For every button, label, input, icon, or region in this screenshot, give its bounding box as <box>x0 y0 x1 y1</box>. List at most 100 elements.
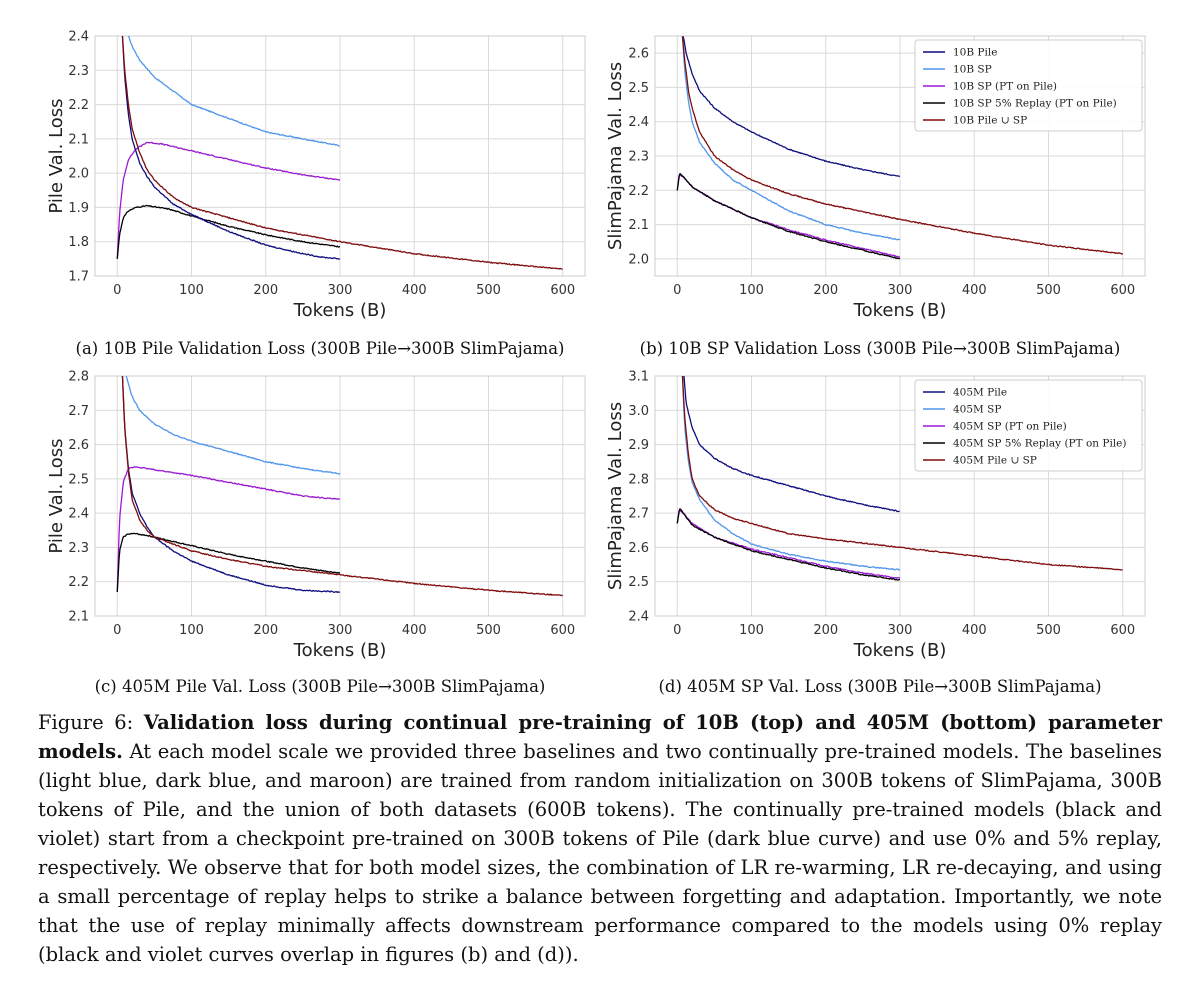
subcaption-a: (a) 10B Pile Validation Loss (300B Pile→… <box>75 339 565 358</box>
y-tick-label: 2.0 <box>68 167 89 182</box>
x-tick-label: 200 <box>813 283 838 298</box>
series-group <box>116 36 563 270</box>
series-line-sp <box>681 36 901 241</box>
x-tick-label: 600 <box>550 623 575 638</box>
plot-frame <box>94 375 586 617</box>
legend-label: 10B SP <box>953 64 992 76</box>
series-line-sp <box>125 376 341 475</box>
x-tick-label: 100 <box>179 623 204 638</box>
subcaption-d: (d) 405M SP Val. Loss (300B Pile→300B Sl… <box>658 677 1102 696</box>
legend-box <box>914 379 1143 472</box>
y-tick-label: 2.1 <box>628 218 649 233</box>
x-tick-label: 300 <box>888 283 913 298</box>
y-tick-label: 2.3 <box>68 541 89 556</box>
x-tick-label: 400 <box>962 283 987 298</box>
x-tick-label: 300 <box>888 623 913 638</box>
y-tick-label: 2.2 <box>68 98 89 113</box>
y-tick-label: 2.4 <box>628 610 649 625</box>
y-tick-label: 2.2 <box>628 184 649 199</box>
y-tick-label: 3.0 <box>628 404 649 419</box>
series-line-sp_pt <box>116 141 341 259</box>
series-group <box>676 376 1123 581</box>
chart-d: 0 100 200 300 400 500 600 2.4 2.5 2.6 2.7 2.8 2.9 3.0… <box>605 370 1146 661</box>
y-axis-label: SlimPajama Val. Loss <box>605 62 626 250</box>
series-line-replay <box>116 204 341 259</box>
series-line-pile <box>683 376 900 513</box>
series-line-sp_pt <box>116 466 341 593</box>
plot-frame <box>94 35 586 277</box>
x-tick-label: 0 <box>673 283 681 298</box>
y-tick-label: 1.7 <box>68 270 89 285</box>
series-line-sp <box>681 376 901 571</box>
x-tick-label: 400 <box>402 623 427 638</box>
panel-b: 0 100 200 300 400 500 600 2.0 2.1 2.2 2.3 2.4 2.5 2.6… <box>600 24 1160 324</box>
y-tick-label: 2.3 <box>628 150 649 165</box>
x-tick-label: 100 <box>179 283 204 298</box>
y-tick-label: 2.4 <box>68 30 89 45</box>
series-line-union <box>121 36 563 270</box>
x-tick-label: 500 <box>1036 623 1061 638</box>
x-tick-label: 600 <box>550 283 575 298</box>
x-tick-label: 100 <box>739 283 764 298</box>
y-tick-label: 2.2 <box>68 575 89 590</box>
legend-label: 10B SP 5% Replay (PT on Pile) <box>953 98 1117 110</box>
panel-d: 0 100 200 300 400 500 600 2.4 2.5 2.6 2.7 2.8 2.9 3.0… <box>600 364 1160 664</box>
x-tick-label: 300 <box>328 283 353 298</box>
panel-c: 0 100 200 300 400 500 600 2.1 2.2 2.3 2.4 2.5 2.6 2.7… <box>40 364 600 664</box>
y-tick-label: 2.7 <box>68 404 89 419</box>
x-tick-label: 400 <box>962 623 987 638</box>
x-tick-label: 0 <box>673 623 681 638</box>
y-tick-label: 2.9 <box>628 438 649 453</box>
figure-caption: Figure 6: Validation loss during continu… <box>38 708 1162 969</box>
y-tick-label: 2.8 <box>628 472 649 487</box>
legend-label: 405M SP (PT on Pile) <box>953 421 1067 433</box>
x-axis-label: Tokens (B) <box>853 640 947 661</box>
x-tick-label: 100 <box>739 623 764 638</box>
y-tick-label: 3.1 <box>628 370 649 385</box>
y-tick-label: 2.6 <box>68 438 89 453</box>
series-group <box>676 36 1123 260</box>
legend-label: 10B Pile ∪ SP <box>953 115 1027 127</box>
y-axis-label: Pile Val. Loss <box>46 438 67 553</box>
y-tick-label: 2.4 <box>628 115 649 130</box>
subcaption-b: (b) 10B SP Validation Loss (300B Pile→30… <box>639 339 1121 358</box>
y-tick-label: 2.7 <box>628 507 649 522</box>
legend-label: 405M SP 5% Replay (PT on Pile) <box>953 438 1126 450</box>
series-line-replay <box>116 532 341 593</box>
x-tick-label: 300 <box>328 623 353 638</box>
series-line-sp_pt <box>676 174 901 258</box>
figure-body-text: At each model scale we provided three ba… <box>38 740 1162 966</box>
y-tick-label: 2.4 <box>68 507 89 522</box>
panel-a: 0 100 200 300 400 500 600 1.7 1.8 1.9 2.0 2.1 2.2 2.3… <box>40 24 600 324</box>
y-tick-label: 2.3 <box>68 64 89 79</box>
y-tick-label: 2.5 <box>68 472 89 487</box>
y-tick-label: 2.0 <box>628 252 649 267</box>
y-axis-label: Pile Val. Loss <box>46 98 67 213</box>
series-group <box>116 376 563 597</box>
plot-frame <box>654 375 1146 617</box>
x-tick-label: 0 <box>113 623 121 638</box>
x-tick-label: 400 <box>402 283 427 298</box>
x-axis-label: Tokens (B) <box>293 640 387 661</box>
y-tick-label: 2.5 <box>628 575 649 590</box>
x-tick-label: 0 <box>113 283 121 298</box>
legend-box <box>914 39 1143 132</box>
series-line-sp_pt <box>676 509 901 579</box>
x-tick-label: 500 <box>476 623 501 638</box>
series-line-pile <box>121 376 341 593</box>
x-tick-label: 200 <box>253 283 278 298</box>
legend-label: 405M Pile <box>953 387 1007 399</box>
series-line-union <box>681 36 1123 255</box>
y-tick-label: 2.6 <box>628 47 649 62</box>
x-axis-label: Tokens (B) <box>293 300 387 321</box>
chart-a: 0 100 200 300 400 500 600 1.7 1.8 1.9 2.0 2.1 2.2 2.3… <box>46 30 586 321</box>
series-line-sp <box>127 36 340 147</box>
legend-label: 405M SP <box>953 404 1001 416</box>
chart-b: 0 100 200 300 400 500 600 2.0 2.1 2.2 2.3 2.4 2.5 2.6… <box>605 35 1146 321</box>
x-axis-label: Tokens (B) <box>853 300 947 321</box>
y-tick-label: 1.8 <box>68 235 89 250</box>
legend-label: 405M Pile ∪ SP <box>953 455 1037 467</box>
x-tick-label: 200 <box>253 623 278 638</box>
plot-frame <box>654 35 1146 277</box>
y-tick-label: 2.5 <box>628 81 649 96</box>
